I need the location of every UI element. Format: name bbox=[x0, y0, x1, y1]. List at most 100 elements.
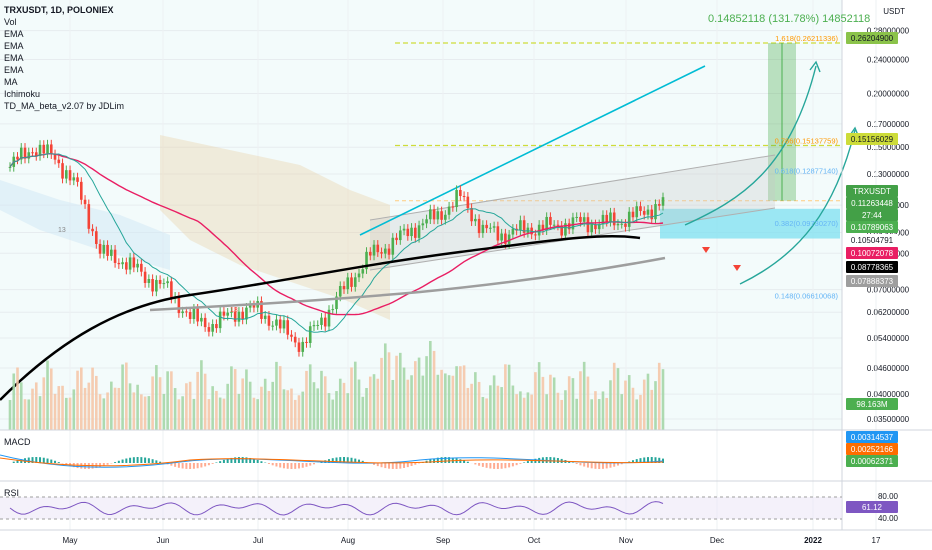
volume-bar bbox=[353, 361, 357, 430]
volume-bar bbox=[293, 399, 297, 430]
candle-body bbox=[575, 216, 578, 218]
volume-bar bbox=[263, 378, 267, 430]
macd-histogram-bar bbox=[102, 463, 105, 467]
volume-bar bbox=[515, 394, 518, 430]
demand-zone bbox=[660, 208, 840, 239]
volume-bar bbox=[526, 392, 530, 430]
volume-bar bbox=[125, 362, 128, 430]
volume-bar bbox=[504, 364, 507, 430]
down-arrow-icon bbox=[733, 265, 741, 271]
volume-bar bbox=[552, 377, 556, 430]
price-tag: TRXUSDT bbox=[846, 185, 898, 197]
macd-histogram-bar bbox=[410, 463, 413, 466]
candle-body bbox=[278, 319, 282, 329]
macd-histogram-bar bbox=[174, 463, 177, 467]
candle-body bbox=[534, 234, 537, 236]
price-tag-text: 0.11263448 bbox=[851, 199, 893, 208]
candle-body bbox=[80, 181, 83, 200]
indicator-label[interactable]: MA bbox=[4, 77, 18, 87]
candle-body bbox=[586, 217, 590, 233]
macd-histogram-bar bbox=[583, 463, 586, 467]
candle-body bbox=[353, 277, 357, 287]
candle-body bbox=[200, 317, 203, 322]
indicator-label[interactable]: EMA bbox=[4, 65, 24, 75]
macd-histogram-bar bbox=[500, 463, 503, 469]
volume-bar bbox=[481, 396, 485, 430]
indicator-label[interactable]: Vol bbox=[4, 17, 17, 27]
macd-histogram-bar bbox=[504, 463, 507, 469]
candle-body bbox=[226, 312, 229, 316]
volume-bar bbox=[200, 360, 203, 430]
macd-histogram-bar bbox=[346, 457, 349, 463]
macd-histogram-bar bbox=[129, 457, 132, 463]
volume-bar bbox=[320, 370, 323, 430]
volume-bar bbox=[624, 380, 627, 430]
macd-histogram-bar bbox=[601, 463, 604, 469]
volume-bar bbox=[402, 367, 406, 430]
volume-bar bbox=[192, 398, 196, 430]
candle-body bbox=[444, 214, 447, 220]
candle-body bbox=[609, 212, 612, 222]
volume-bar bbox=[537, 362, 541, 430]
macd-label[interactable]: MACD bbox=[4, 437, 31, 447]
macd-histogram-bar bbox=[80, 463, 83, 469]
volume-bar bbox=[140, 394, 143, 430]
rsi-label[interactable]: RSI bbox=[4, 488, 20, 498]
candle-body bbox=[275, 319, 278, 326]
candle-body bbox=[207, 327, 211, 332]
volume-bar bbox=[567, 376, 571, 430]
price-tag-box bbox=[846, 209, 898, 221]
volume-bar bbox=[203, 373, 207, 430]
price-tag-text: 0.10072078 bbox=[851, 249, 894, 258]
candle-body bbox=[252, 305, 256, 308]
indicator-label[interactable]: Ichimoku bbox=[4, 89, 41, 99]
volume-bar bbox=[440, 369, 443, 430]
candle-body bbox=[368, 251, 372, 256]
candle-body bbox=[462, 196, 466, 198]
macd-histogram-bar bbox=[144, 457, 147, 463]
macd-histogram-bar bbox=[440, 457, 443, 463]
macd-histogram-bar bbox=[358, 459, 361, 463]
volume-bar bbox=[83, 387, 87, 430]
volume-bar bbox=[522, 397, 526, 430]
candle-body bbox=[34, 152, 38, 156]
volume-bar bbox=[68, 397, 72, 430]
candle-body bbox=[53, 154, 57, 160]
volume-bar bbox=[605, 397, 609, 430]
macd-histogram-bar bbox=[256, 459, 259, 463]
volume-bar bbox=[511, 385, 515, 430]
candle-body bbox=[549, 216, 552, 225]
volume-bar bbox=[346, 393, 350, 430]
candle-body bbox=[661, 197, 665, 206]
volume-bar bbox=[155, 365, 158, 430]
candle-body bbox=[571, 217, 575, 230]
indicator-label[interactable]: TD_MA_beta_v2.07 by JDLim bbox=[4, 101, 125, 111]
macd-histogram-bar bbox=[249, 457, 252, 463]
price-tick: 0.24000000 bbox=[867, 55, 910, 64]
macd-histogram-bar bbox=[594, 463, 597, 469]
macd-histogram-bar bbox=[260, 461, 263, 463]
candle-body bbox=[455, 189, 458, 208]
signal-line bbox=[0, 457, 664, 467]
volume-bar bbox=[121, 364, 124, 430]
candle-body bbox=[564, 223, 567, 236]
price-tag: 27:44 bbox=[846, 209, 898, 221]
macd-histogram-bar bbox=[515, 463, 518, 466]
macd-histogram-bar bbox=[639, 458, 642, 463]
macd-histogram-bar bbox=[230, 457, 233, 463]
ema-line bbox=[9, 153, 664, 333]
volume-bar bbox=[42, 377, 46, 430]
volume-bar bbox=[560, 399, 563, 430]
volume-bar bbox=[72, 389, 76, 430]
indicator-label[interactable]: EMA bbox=[4, 29, 24, 39]
indicator-label[interactable]: EMA bbox=[4, 41, 24, 51]
candle-body bbox=[8, 166, 12, 168]
volume-bar bbox=[414, 361, 417, 430]
price-tag-box bbox=[846, 443, 898, 455]
macd-histogram-bar bbox=[159, 461, 162, 463]
candle-body bbox=[459, 189, 462, 197]
indicator-label[interactable]: EMA bbox=[4, 53, 24, 63]
macd-histogram-bar bbox=[466, 461, 469, 463]
rsi-band bbox=[0, 497, 842, 519]
